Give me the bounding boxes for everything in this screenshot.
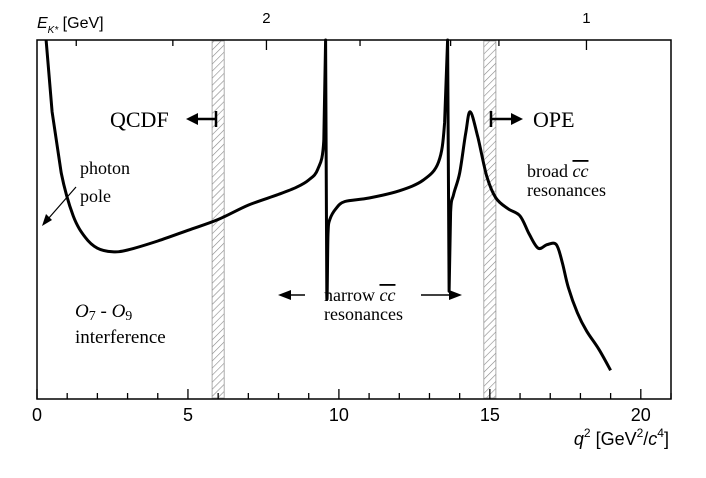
- top-axis-label: EK* [GeV]: [37, 15, 104, 36]
- x-tick-label-5: 5: [183, 405, 193, 425]
- annotation-broad-resonances: resonances: [527, 180, 606, 200]
- series-line-db-dq2: [44, 38, 612, 372]
- top-tick-label-1: 1: [582, 10, 590, 27]
- annotation-qcdf: QCDF: [110, 107, 169, 132]
- x-tick-label-15: 15: [480, 405, 500, 425]
- annotation-narrow: narrow cc: [324, 285, 395, 305]
- x-tick-label-0: 0: [32, 405, 42, 425]
- ope-arrow: [489, 111, 523, 127]
- annotation-ope: OPE: [533, 107, 575, 132]
- annotation-photon: photon: [80, 158, 130, 178]
- hatched-region-ope-limit: [483, 40, 497, 399]
- top-tick-label-2: 2: [262, 10, 270, 27]
- photon-pole-arrow: [42, 186, 77, 226]
- plot-frame: [36, 39, 672, 400]
- narrow-left-arrow: [278, 290, 305, 300]
- x-axis-label: q2 [GeV2/c4]: [574, 426, 669, 449]
- x-tick-label-20: 20: [631, 405, 651, 425]
- annotation-narrow-resonances: resonances: [324, 304, 403, 324]
- annotation-pole: pole: [80, 186, 111, 206]
- annotation-interference: interference: [75, 327, 166, 348]
- hatched-regions: [211, 40, 497, 399]
- narrow-right-arrow: [421, 290, 462, 300]
- x-tick-label-10: 10: [329, 405, 349, 425]
- annotation-broad: broad cc: [527, 161, 588, 181]
- annotation-o7-o9: O7 - O9: [75, 301, 132, 324]
- qcdf-arrow: [186, 111, 218, 127]
- x-axis-ticks: 0 5 10 15 20: [32, 389, 672, 425]
